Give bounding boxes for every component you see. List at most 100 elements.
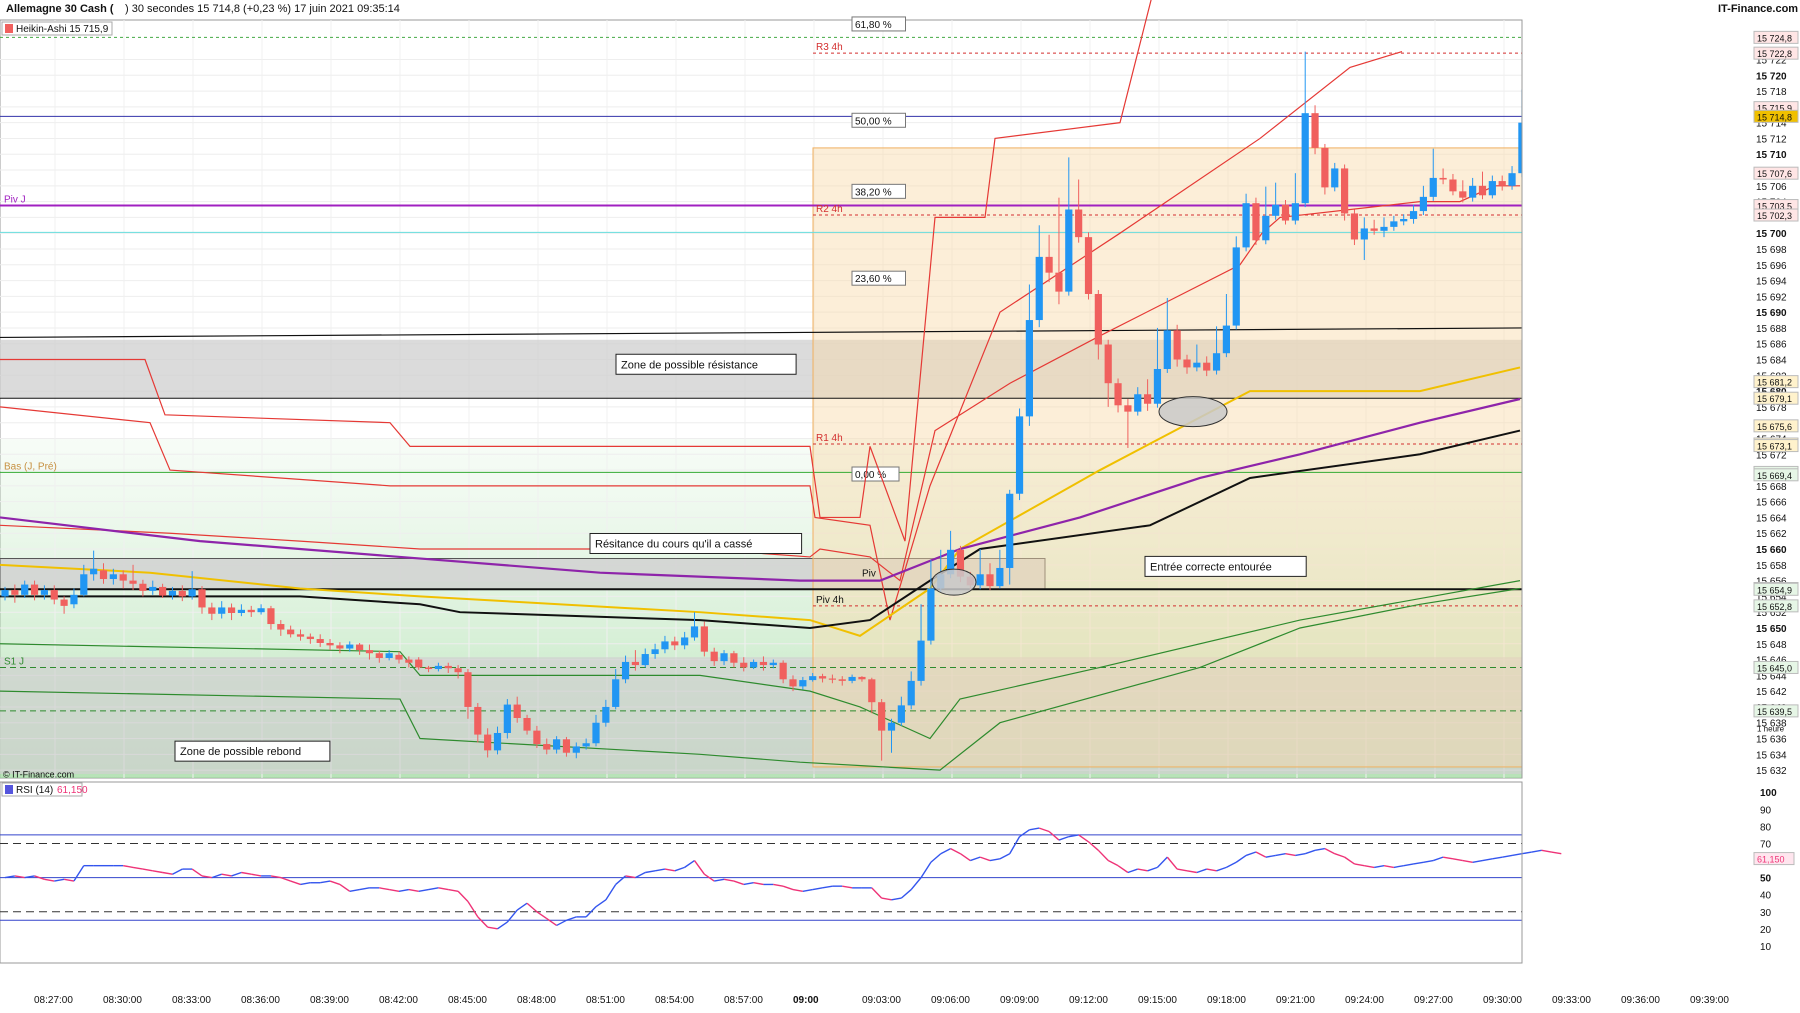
rsi-segment <box>1354 863 1365 867</box>
rsi-legend-box <box>1 782 83 797</box>
axis-tag-label: 15 673,1 <box>1757 442 1792 452</box>
candle-body <box>1104 344 1112 384</box>
axis-tag-label: 15 645,0 <box>1757 663 1792 673</box>
candle-body <box>986 574 994 587</box>
candle-body <box>424 667 433 670</box>
candle-body <box>818 676 827 679</box>
y-tick-label: 15 694 <box>1756 277 1787 288</box>
candle-body <box>1163 330 1171 369</box>
candle-body <box>809 676 817 681</box>
candle-body <box>1360 228 1368 240</box>
candle-body <box>947 549 955 575</box>
rsi-segment <box>1364 864 1375 869</box>
candle-body <box>1370 228 1378 231</box>
candle-body <box>208 607 216 614</box>
rsi-segment <box>14 875 25 879</box>
axis-tag-label: 15 703,5 <box>1757 202 1792 212</box>
axis-tag-label: 15 675,6 <box>1757 422 1792 432</box>
rsi-segment <box>1068 834 1079 838</box>
rsi-segment <box>1117 865 1129 874</box>
y-tick-label: 15 668 <box>1756 482 1787 493</box>
rsi-segment <box>506 909 518 923</box>
annotation-rebound-box <box>174 740 331 762</box>
rsi-segment <box>152 870 163 874</box>
candle-body <box>415 659 423 668</box>
rsi-segment <box>693 860 705 875</box>
candle-body <box>1025 320 1033 417</box>
axis-tag-box <box>1753 660 1799 674</box>
rsi-segment <box>1127 868 1138 874</box>
x-tick-label: 08:51:00 <box>586 995 625 1006</box>
brand-label: IT-Finance.com <box>1718 3 1799 15</box>
rsi-segment <box>241 871 252 875</box>
y-tick-label: 15 686 <box>1756 340 1787 351</box>
y-tick-label: 15 664 <box>1756 513 1787 524</box>
candle-body <box>1459 191 1467 198</box>
candle-body <box>927 588 935 641</box>
candle-body <box>1281 204 1290 221</box>
candle-body <box>769 662 777 666</box>
axis-tag-box <box>1753 419 1799 433</box>
candle-body <box>1409 211 1418 219</box>
rsi-segment <box>457 890 469 903</box>
rsi-tick-label: 50 <box>1760 874 1772 885</box>
candle-body <box>582 743 590 747</box>
candle-body <box>887 722 896 731</box>
rsi-segment <box>645 870 656 874</box>
candle-body <box>296 634 305 637</box>
candle-body <box>1232 247 1240 326</box>
candle-body <box>60 599 68 606</box>
candle-body <box>1124 405 1132 412</box>
candle-body <box>168 590 177 596</box>
candle-body <box>434 665 442 670</box>
rsi-segment <box>1147 866 1158 872</box>
y-tick-label: 15 690 <box>1756 308 1787 319</box>
legend-box <box>1 21 113 36</box>
trend-line <box>0 327 1523 339</box>
candle-body <box>1508 173 1516 186</box>
y-tick-label: 15 710 <box>1756 150 1787 161</box>
candle-body <box>533 730 541 745</box>
rsi-segment <box>329 880 341 886</box>
rsi-segment <box>1255 851 1267 858</box>
rsi-segment <box>379 887 390 891</box>
candle-body <box>227 607 236 613</box>
rsi-segment <box>773 883 784 887</box>
rsi-segment <box>477 916 489 928</box>
x-tick-label: 08:36:00 <box>241 995 280 1006</box>
candle-body <box>247 609 255 613</box>
rsi-segment <box>723 878 735 882</box>
candle-body <box>1134 394 1142 412</box>
rsi-segment <box>389 888 400 892</box>
rsi-segment <box>1156 856 1168 868</box>
x-tick-label: 08:54:00 <box>655 995 694 1006</box>
axis-tag-box <box>1753 208 1799 222</box>
candle-body <box>11 590 19 595</box>
rsi-segment <box>1334 853 1345 858</box>
rsi-segment <box>526 902 538 913</box>
candle-body <box>661 641 669 650</box>
y-tick-label: 15 662 <box>1756 529 1787 540</box>
rsi-segment <box>1235 854 1247 863</box>
candle-body <box>1321 147 1329 188</box>
rsi-segment <box>782 885 794 891</box>
y-tick-label: 15 648 <box>1756 640 1787 651</box>
rsi-segment <box>1196 868 1207 874</box>
candle-body <box>1498 181 1506 186</box>
rsi-segment <box>4 875 15 879</box>
annotation-entry: Entrée correcte entourée <box>1150 561 1272 573</box>
candle-body <box>237 609 245 613</box>
candle-body <box>198 589 206 608</box>
candle-body <box>464 672 472 707</box>
x-tick-label: 09:33:00 <box>1552 995 1591 1006</box>
x-tick-label: 09:00 <box>793 995 819 1006</box>
candle-body <box>287 629 295 635</box>
candle-body <box>878 702 886 731</box>
rsi-segment <box>487 926 498 930</box>
rsi-segment <box>44 878 55 882</box>
rsi-segment <box>1304 849 1316 855</box>
rsi-segment <box>1442 856 1454 860</box>
candle-body <box>543 744 551 750</box>
candle-body <box>828 678 836 680</box>
